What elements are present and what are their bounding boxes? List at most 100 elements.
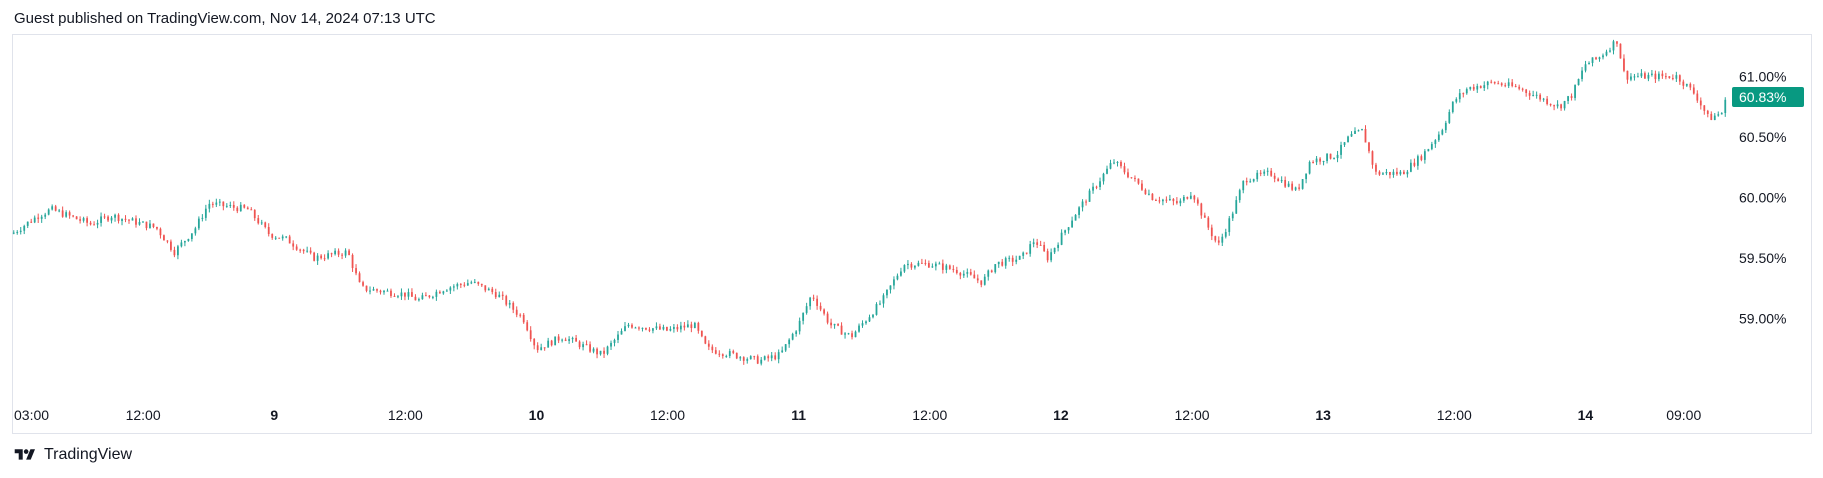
candle-body <box>445 290 448 292</box>
candle-body <box>585 344 588 346</box>
candle-body <box>1416 156 1419 166</box>
candle-body <box>75 216 78 220</box>
candle-body <box>1043 244 1046 252</box>
candle-body <box>812 297 815 299</box>
candle-body <box>358 273 361 283</box>
candle-body <box>1259 172 1262 174</box>
candle-body <box>1602 55 1604 58</box>
candle-body <box>882 295 885 304</box>
candle-body <box>830 322 832 326</box>
candle-body <box>1106 168 1108 174</box>
candle-body <box>480 283 483 286</box>
header-title: Guest published on TradingView.com, Nov … <box>14 10 436 27</box>
candle-body <box>190 233 193 239</box>
candle-body <box>596 348 598 355</box>
candle-body <box>1616 41 1618 44</box>
candle-body <box>1231 213 1234 219</box>
candle-body <box>295 246 298 250</box>
candle-body <box>411 292 413 297</box>
candle-body <box>746 359 749 361</box>
candle-body <box>1340 144 1342 155</box>
candle-body <box>1294 187 1297 190</box>
chart-frame[interactable] <box>12 34 1812 434</box>
candle-body <box>610 342 612 347</box>
candle-body <box>802 312 805 321</box>
candle-body <box>260 222 263 224</box>
candle-body <box>327 253 330 259</box>
candle-body <box>777 352 780 360</box>
candle-body <box>1207 217 1210 228</box>
candle-body <box>166 240 169 242</box>
candle-body <box>1151 193 1154 201</box>
candle-body <box>323 258 326 260</box>
tradingview-logo-icon <box>14 449 35 460</box>
candle-body <box>1364 129 1367 143</box>
candle-body <box>306 250 309 252</box>
candle-body <box>302 249 305 252</box>
candle-body <box>487 288 490 291</box>
candle-body <box>959 273 962 276</box>
candle-body <box>1546 98 1549 105</box>
candle-body <box>589 344 591 352</box>
candle-body <box>23 225 26 231</box>
time-tick-label: 12 <box>1053 407 1069 423</box>
candle-body <box>1423 151 1426 160</box>
candle-body <box>1270 170 1273 176</box>
candle-body <box>753 356 756 358</box>
candle-body <box>676 327 679 330</box>
candle-body <box>837 323 839 326</box>
time-tick-label: 03:00 <box>14 407 49 423</box>
candle-body <box>1179 200 1182 204</box>
candle-body <box>1479 86 1482 89</box>
candle-body <box>1057 244 1060 248</box>
candle-body <box>1165 199 1168 201</box>
candle-body <box>431 296 434 298</box>
candle-body <box>711 346 714 351</box>
candle-body <box>872 314 874 318</box>
candle-body <box>1612 41 1615 51</box>
candle-body <box>1378 171 1381 175</box>
candle-body <box>337 250 340 255</box>
candle-body <box>1448 112 1451 123</box>
candle-body <box>809 297 812 307</box>
candle-body <box>170 241 172 250</box>
candle-body <box>564 339 567 341</box>
candle-body <box>879 303 881 305</box>
candle-body <box>383 290 385 293</box>
time-tick-label: 13 <box>1315 407 1331 423</box>
candle-body <box>1134 177 1136 179</box>
candle-body <box>955 269 958 274</box>
time-tick-label: 14 <box>1578 407 1594 423</box>
candle-body <box>1392 171 1395 175</box>
candle-body <box>697 322 700 331</box>
candle-body <box>868 317 871 322</box>
candle-body <box>641 327 644 329</box>
candle-body <box>1654 73 1657 80</box>
last-price-label: 60.83% <box>1739 89 1786 105</box>
candle-body <box>1385 171 1388 174</box>
candle-body <box>65 212 68 217</box>
candle-body <box>501 294 504 297</box>
candle-body <box>1280 179 1283 182</box>
last-price-badge: 60.83% <box>1732 86 1804 107</box>
candle-body <box>1570 96 1573 98</box>
candle-body <box>795 331 798 334</box>
candlestick-chart[interactable]: 59.00% 59.50% 60.00% 60.50% 61.00% 03:00 12:0… <box>12 34 1812 434</box>
candle-body <box>1525 89 1528 93</box>
candle-body <box>19 230 22 232</box>
candle-body <box>788 339 791 345</box>
candle-body <box>372 289 375 291</box>
candle-body <box>204 208 207 218</box>
candle-body <box>903 265 906 272</box>
candle-body <box>456 284 459 287</box>
time-tick-label: 11 <box>791 407 806 423</box>
candle-body <box>1224 232 1227 237</box>
candle-body <box>491 288 494 293</box>
candle-body <box>893 279 895 286</box>
candle-body <box>1675 75 1678 79</box>
candle-body <box>1469 86 1472 90</box>
candle-body <box>44 214 47 217</box>
time-tick-label: 12:00 <box>126 407 161 423</box>
candle-body <box>330 253 333 255</box>
candle-body <box>257 218 260 224</box>
